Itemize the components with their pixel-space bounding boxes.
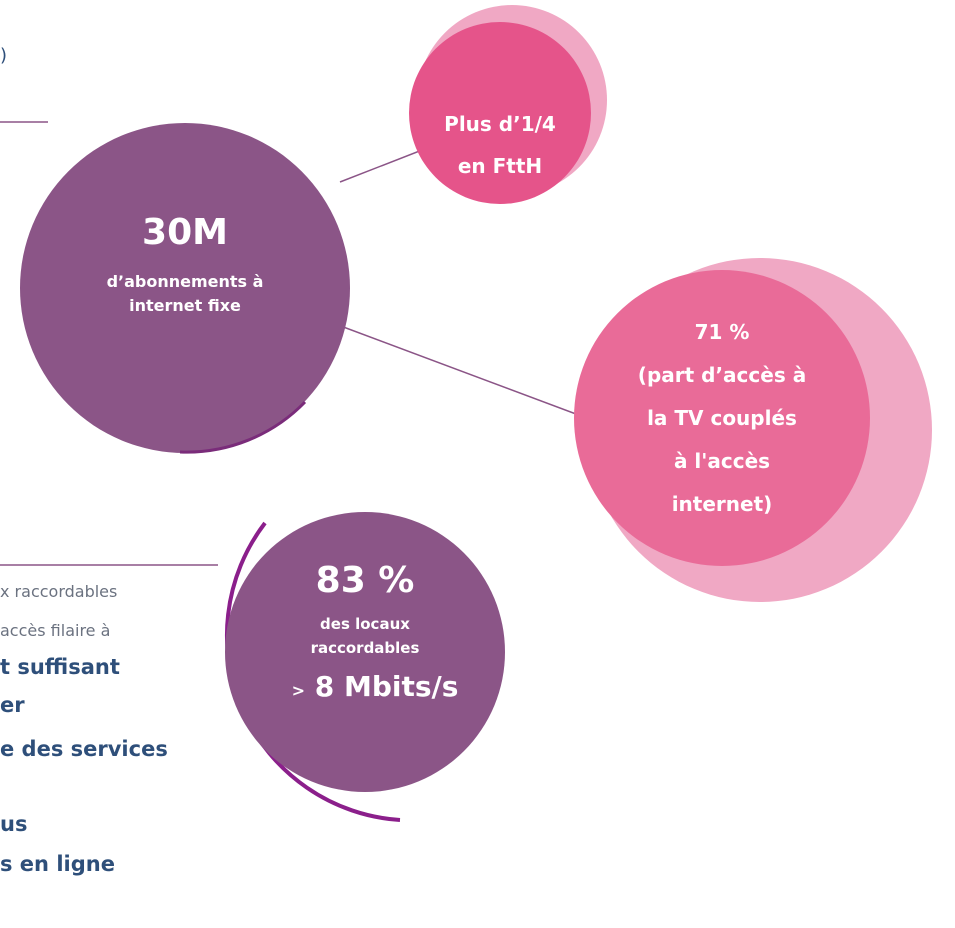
connector	[329, 321, 593, 421]
label: 71 %	[694, 320, 750, 344]
label: d’abonnements à internet fixe	[106, 272, 264, 315]
text: )	[0, 45, 8, 66]
circle	[225, 512, 505, 792]
circle	[574, 270, 870, 566]
label: en FttH	[457, 154, 543, 178]
prefix: >	[291, 681, 305, 700]
speed-value: 8 Mbits/s	[314, 670, 459, 703]
circle	[20, 123, 350, 453]
circle	[409, 22, 591, 204]
arc	[179, 400, 307, 454]
text: er	[0, 693, 25, 717]
label: la TV couplés	[647, 406, 797, 430]
label: Plus d’1/4	[444, 112, 556, 136]
label: internet)	[671, 492, 773, 516]
text: x raccordables	[0, 582, 118, 601]
text: t suffisant	[0, 655, 120, 679]
text: us	[0, 812, 28, 836]
text: e des services	[0, 737, 168, 761]
value: 83 %	[315, 560, 415, 601]
label: (part d’accès à	[637, 363, 807, 387]
value: 30M	[142, 212, 228, 253]
text: s en ligne	[0, 852, 115, 876]
label: des locaux raccordables	[310, 615, 420, 657]
text: accès filaire à	[0, 621, 111, 640]
speed: > 8 Mbits/s	[245, 670, 505, 703]
label: à l'accès	[673, 449, 771, 473]
